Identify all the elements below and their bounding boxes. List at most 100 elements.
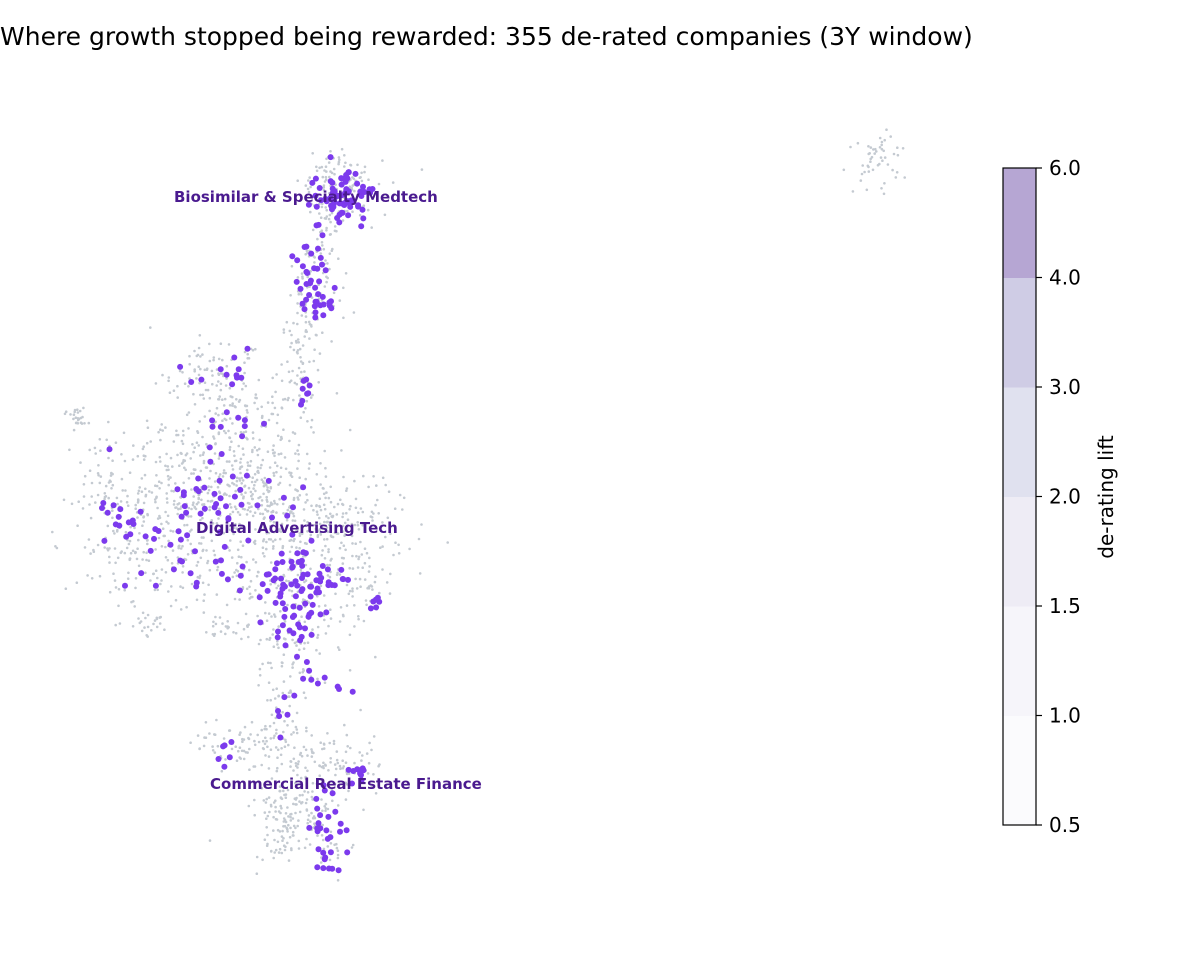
highlighted-company-point (328, 305, 335, 312)
highlighted-company-point (284, 711, 291, 718)
background-point (318, 774, 322, 777)
background-point (264, 754, 267, 757)
background-point (250, 480, 254, 484)
background-point (337, 780, 341, 784)
background-point (339, 498, 342, 502)
background-point (265, 739, 268, 743)
background-point (165, 520, 168, 524)
background-point (253, 472, 257, 476)
background-point (377, 764, 380, 768)
background-point (160, 545, 164, 548)
background-point (319, 778, 323, 781)
highlighted-company-point (299, 300, 306, 307)
background-point (169, 604, 173, 608)
background-point (94, 501, 97, 504)
highlighted-company-point (305, 613, 312, 620)
background-point (267, 796, 271, 799)
background-point (329, 761, 332, 764)
background-point (181, 565, 185, 568)
background-point (117, 587, 121, 591)
background-point (242, 431, 246, 434)
background-point (332, 167, 336, 171)
background-point (318, 212, 321, 215)
highlighted-company-point (257, 619, 264, 626)
background-point (269, 805, 273, 808)
background-point (256, 466, 260, 469)
background-point (306, 769, 309, 773)
background-point (144, 571, 147, 575)
highlighted-company-point (339, 209, 346, 216)
background-point (271, 510, 275, 514)
background-point (205, 631, 208, 634)
background-point (305, 399, 309, 403)
background-point (262, 538, 266, 541)
background-point (156, 517, 160, 520)
background-point (229, 506, 233, 509)
background-point (193, 370, 196, 373)
colorbar-tick-label: 3.0 (1049, 375, 1081, 399)
background-point (166, 558, 170, 562)
background-point (120, 477, 124, 481)
background-point (283, 620, 287, 623)
background-point (169, 529, 172, 533)
highlighted-company-point (110, 502, 117, 509)
background-point (279, 610, 282, 613)
background-point (279, 527, 282, 531)
background-point (146, 625, 150, 629)
background-point (842, 168, 846, 172)
highlighted-company-point (265, 477, 272, 484)
background-point (280, 664, 284, 668)
highlighted-company-point (278, 575, 284, 582)
background-point (287, 396, 290, 400)
background-point (370, 516, 374, 519)
background-point (308, 176, 312, 179)
background-point (302, 410, 306, 414)
background-point (282, 328, 286, 331)
background-point (237, 444, 240, 448)
background-point (321, 765, 325, 768)
background-point (257, 570, 260, 574)
background-point (267, 418, 271, 422)
background-point (90, 495, 93, 498)
background-point (319, 216, 323, 219)
background-point (401, 508, 404, 511)
background-point (90, 481, 94, 485)
background-point (176, 384, 179, 388)
background-point (125, 546, 129, 550)
background-point (322, 188, 326, 192)
background-point (229, 513, 232, 516)
background-point (381, 476, 385, 480)
highlighted-company-point (354, 180, 361, 187)
background-point (311, 393, 314, 397)
highlighted-company-point (308, 676, 315, 683)
background-point (324, 206, 328, 209)
background-point (322, 492, 326, 496)
background-point (287, 691, 291, 695)
background-point (860, 172, 864, 176)
background-point (193, 446, 196, 450)
background-point (174, 506, 177, 510)
background-point (285, 518, 289, 522)
background-point (878, 136, 882, 140)
highlighted-company-point (195, 475, 202, 482)
background-point (381, 568, 384, 571)
background-point (367, 761, 371, 765)
background-point (64, 587, 68, 590)
highlighted-company-point (320, 782, 327, 789)
background-point (161, 527, 165, 530)
background-point (326, 276, 330, 280)
background-point (246, 461, 249, 464)
background-point (331, 514, 335, 518)
background-point (77, 417, 81, 421)
background-point (86, 574, 89, 577)
background-point (297, 847, 301, 850)
background-point (370, 748, 373, 752)
background-point (233, 597, 237, 601)
background-point (239, 540, 242, 543)
background-point (335, 392, 339, 395)
background-point (142, 501, 146, 505)
background-point (180, 452, 183, 456)
background-point (287, 859, 291, 862)
background-point (158, 455, 162, 459)
background-point (333, 229, 337, 233)
